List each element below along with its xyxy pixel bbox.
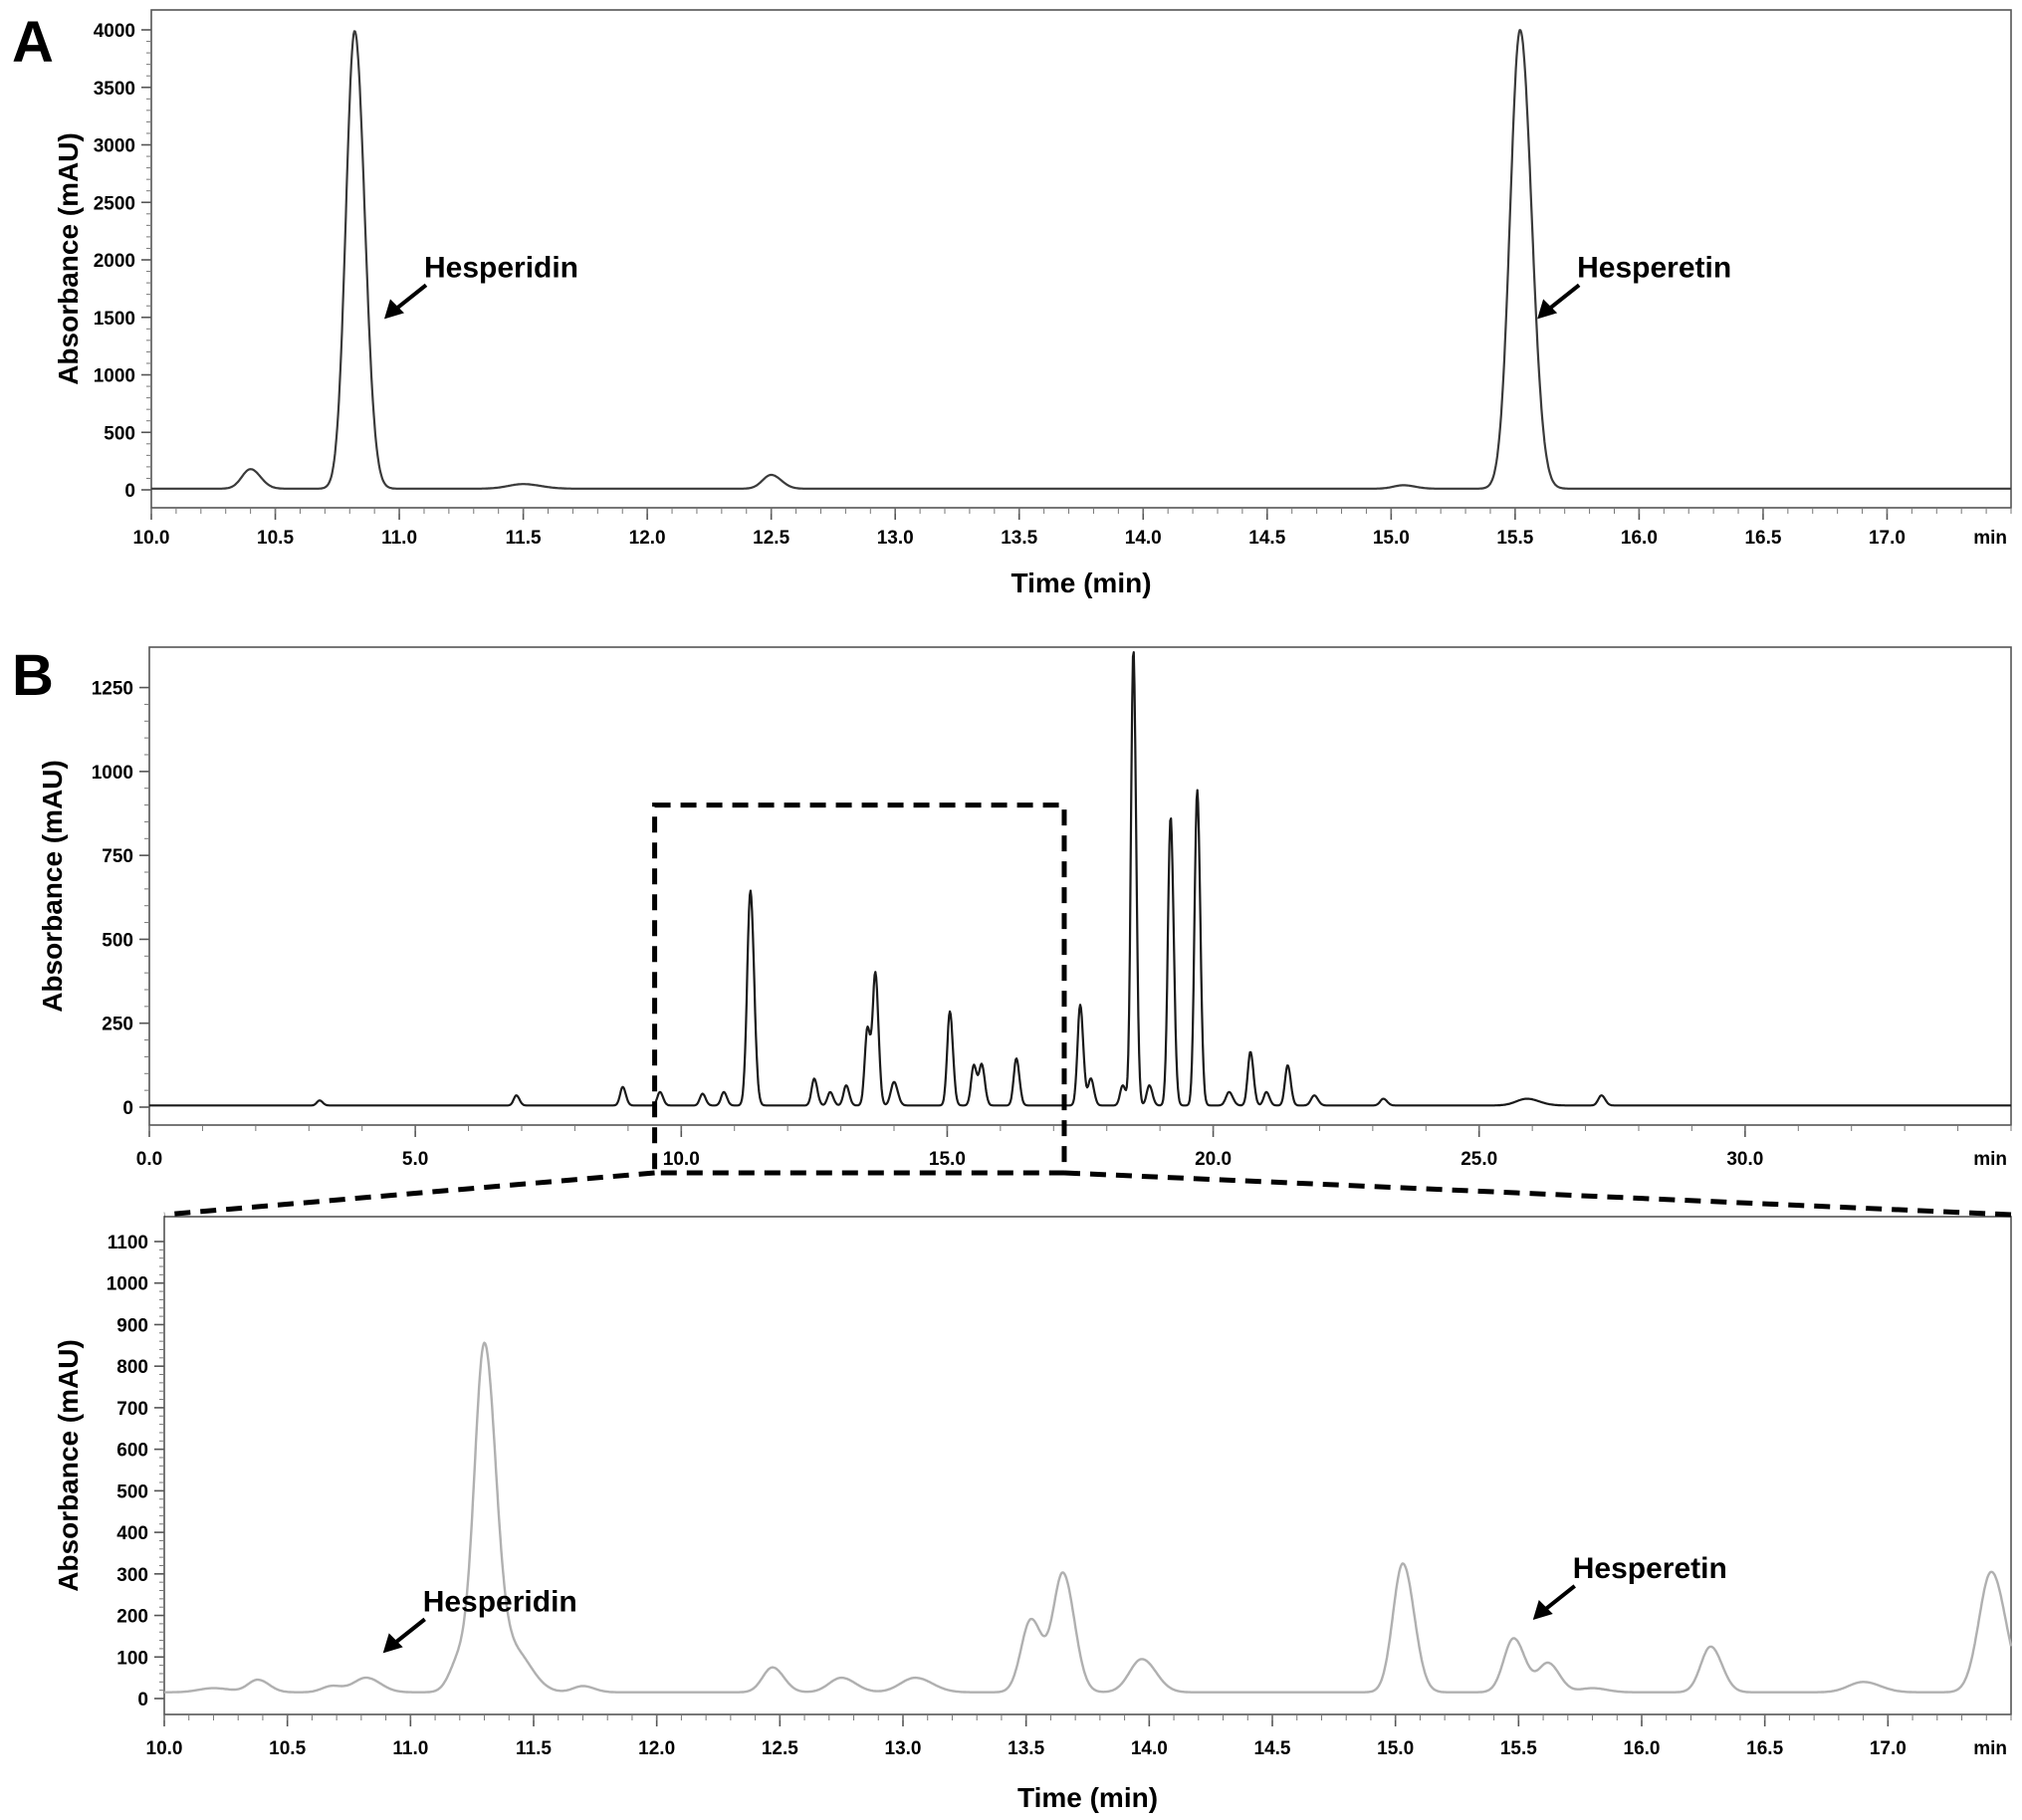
y-tick-label: 3000 xyxy=(94,136,135,157)
x-tick-label: 13.5 xyxy=(1001,528,1037,549)
x-tick-label: 14.5 xyxy=(1254,1738,1291,1759)
y-tick-label: 200 xyxy=(116,1607,148,1628)
x-tick-label: 12.5 xyxy=(762,1738,798,1759)
x-tick-label: 25.0 xyxy=(1460,1149,1497,1170)
x-tick-label: 14.5 xyxy=(1248,528,1285,549)
x-unit-label: min xyxy=(1973,1149,2007,1170)
x-tick-label: 13.0 xyxy=(877,528,914,549)
x-unit-label: min xyxy=(1973,528,2007,549)
y-tick-label: 600 xyxy=(116,1441,148,1462)
x-tick-label: 10.0 xyxy=(146,1738,183,1759)
y-tick-label: 100 xyxy=(116,1648,148,1669)
plot-frame xyxy=(150,9,2012,509)
y-tick-label: 4000 xyxy=(94,21,135,42)
y-axis-label: Absorbance (mAU) xyxy=(53,132,84,385)
y-tick-label: 1000 xyxy=(92,763,133,784)
y-tick-label: 700 xyxy=(116,1399,148,1420)
x-tick-label: 16.0 xyxy=(1621,528,1658,549)
x-axis-label: Time (min) xyxy=(1017,1782,1158,1813)
x-tick-label: 13.0 xyxy=(885,1738,922,1759)
peak-annotation-label: Hesperidin xyxy=(424,251,578,284)
peak-annotation-label: Hesperetin xyxy=(1577,251,1731,284)
x-axis-label: Time (min) xyxy=(1011,568,1151,598)
y-tick-label: 1250 xyxy=(92,679,133,700)
x-tick-label: 11.0 xyxy=(392,1738,428,1759)
x-tick-label: 14.0 xyxy=(1125,528,1162,549)
y-tick-label: 750 xyxy=(102,846,133,867)
x-tick-label: 11.0 xyxy=(381,528,417,549)
panel-a-chart: 0 500 1000 1500 2000 2500 3000 3500 4000 10.0 10.5… xyxy=(53,9,2012,598)
y-tick-label: 400 xyxy=(116,1523,148,1544)
y-axis-label: Absorbance (mAU) xyxy=(37,760,68,1013)
x-tick-label: 17.0 xyxy=(1870,1738,1907,1759)
x-tick-label: 12.0 xyxy=(638,1738,675,1759)
y-tick-label: 0 xyxy=(122,1098,133,1119)
x-tick-label: 10.0 xyxy=(663,1149,700,1170)
annotation-arrow-head xyxy=(382,1633,403,1654)
y-tick-label: 1100 xyxy=(108,1233,148,1253)
y-tick-label: 2500 xyxy=(94,193,135,214)
x-tick-label: 30.0 xyxy=(1726,1149,1763,1170)
panel-b-chart: 0 250 500 750 1000 1250 0.0 5.0 10.0 15.0 20.0 25.0… xyxy=(37,646,2012,1176)
y-tick-label: 1000 xyxy=(107,1274,148,1295)
x-tick-label: 17.0 xyxy=(1869,528,1906,549)
peak-annotation-label: Hesperidin xyxy=(423,1585,577,1618)
x-tick-label: 12.5 xyxy=(753,528,789,549)
annotation-arrow-head xyxy=(1537,299,1558,320)
x-tick-label: 15.5 xyxy=(1500,1738,1537,1759)
peak-annotation-label: Hesperetin xyxy=(1573,1552,1727,1585)
y-tick-label: 2000 xyxy=(94,251,135,272)
annotation-arrow-head xyxy=(383,299,404,320)
y-tick-label: 500 xyxy=(104,423,135,444)
panel-label-b: B xyxy=(12,643,54,708)
x-tick-label: 20.0 xyxy=(1195,1149,1232,1170)
x-tick-label: 16.5 xyxy=(1744,528,1781,549)
zoom-connector-lines xyxy=(163,1170,2012,1218)
zoom-region-box xyxy=(652,802,1067,1176)
x-tick-label: 15.0 xyxy=(1377,1738,1414,1759)
y-tick-label: 900 xyxy=(116,1315,148,1336)
x-tick-label: 13.5 xyxy=(1008,1738,1044,1759)
y-tick-label: 500 xyxy=(102,930,133,951)
x-tick-label: 15.5 xyxy=(1496,528,1533,549)
plot-frame xyxy=(163,1216,2012,1715)
y-tick-label: 500 xyxy=(116,1481,148,1502)
y-tick-label: 300 xyxy=(116,1565,148,1586)
panel-b-zoom-chart: 0 100 200 300 400 500 600 700 800 900 1000 1100 10.0… xyxy=(53,1216,2013,1813)
x-unit-label: min xyxy=(1973,1738,2007,1759)
plot-frame xyxy=(148,646,2012,1126)
x-tick-label: 14.0 xyxy=(1131,1738,1168,1759)
zoom-connector-right xyxy=(1063,1170,2012,1218)
y-tick-label: 0 xyxy=(137,1690,148,1710)
x-tick-label: 15.0 xyxy=(1373,528,1410,549)
x-tick-label: 15.0 xyxy=(929,1149,966,1170)
x-tick-label: 10.0 xyxy=(133,528,170,549)
x-tick-label: 11.5 xyxy=(506,528,542,549)
x-tick-label: 12.0 xyxy=(629,528,666,549)
x-tick-label: 10.5 xyxy=(269,1738,306,1759)
x-tick-label: 10.5 xyxy=(257,528,294,549)
chromatogram-trace xyxy=(148,651,2012,1107)
x-tick-label: 0.0 xyxy=(136,1149,162,1170)
y-axis-label: Absorbance (mAU) xyxy=(53,1339,84,1592)
chromatogram-trace xyxy=(163,1341,2013,1694)
y-tick-label: 1000 xyxy=(94,366,135,387)
zoom-connector-left xyxy=(163,1170,655,1218)
x-tick-label: 16.0 xyxy=(1624,1738,1661,1759)
x-tick-label: 5.0 xyxy=(402,1149,428,1170)
y-tick-label: 1500 xyxy=(94,309,135,330)
y-tick-label: 250 xyxy=(102,1015,133,1035)
y-tick-label: 3500 xyxy=(94,79,135,100)
y-tick-label: 0 xyxy=(124,481,135,502)
y-tick-label: 800 xyxy=(116,1357,148,1378)
chromatogram-trace xyxy=(150,29,2012,490)
x-tick-label: 11.5 xyxy=(516,1738,552,1759)
annotation-arrow-head xyxy=(1532,1599,1553,1620)
panel-label-a: A xyxy=(12,10,54,75)
x-tick-label: 16.5 xyxy=(1746,1738,1783,1759)
